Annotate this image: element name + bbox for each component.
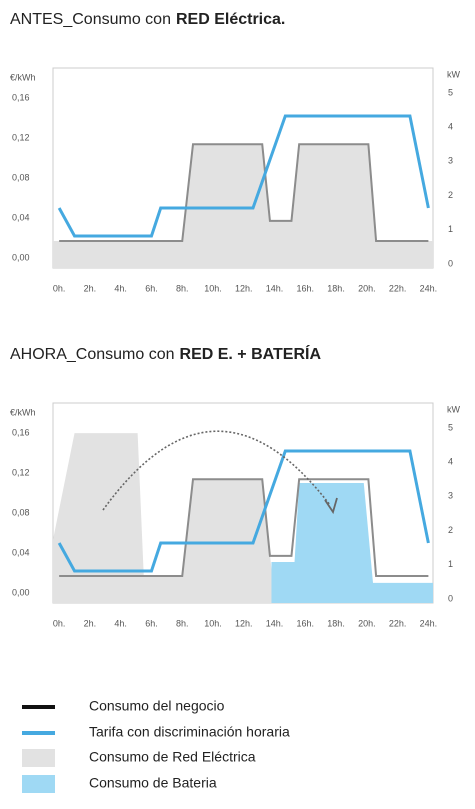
y-tick-label: 0,12 — [12, 132, 30, 142]
line — [57, 114, 430, 238]
arrow — [102, 430, 338, 515]
y2-tick-label: 3 — [448, 156, 453, 166]
x-tick-label: 4h. — [114, 283, 127, 293]
x-tick-label: 12h. — [235, 618, 253, 628]
y2-tick-label: 0 — [448, 593, 453, 603]
y2-tick-label: 4 — [448, 457, 453, 467]
y2-tick-label: 5 — [448, 422, 453, 432]
x-tick-label: 6h. — [145, 283, 158, 293]
x-tick-label: 14h. — [266, 618, 284, 628]
x-tick-label: 16h. — [297, 283, 315, 293]
title-part: AHORA_Consumo con — [10, 346, 175, 363]
chart-title: AHORA_Consumo con RED E. + BATERÍA — [10, 344, 321, 363]
y2-tick-label: 1 — [448, 559, 453, 569]
x-tick-label: 2h. — [84, 283, 97, 293]
legend-label: Consumo de Red Eléctrica — [89, 749, 256, 765]
x-tick-label: 18h. — [327, 618, 345, 628]
area — [271, 483, 433, 603]
x-tick-label: 10h. — [204, 283, 222, 293]
legend-swatch — [22, 775, 55, 793]
y2-tick-label: 1 — [448, 224, 453, 234]
y2-axis-label: kW — [447, 69, 461, 79]
x-tick-label: 2h. — [84, 618, 97, 628]
x-tick-label: 0h. — [53, 618, 66, 628]
y-tick-label: 0,00 — [12, 587, 30, 597]
legend-label: Consumo de Bateria — [89, 775, 217, 791]
y2-tick-label: 3 — [448, 491, 453, 501]
legend: Consumo del negocio Tarifa con discrimin… — [22, 698, 290, 793]
y-axis-label: €/kWh — [10, 407, 36, 417]
x-tick-label: 12h. — [235, 283, 253, 293]
line — [57, 449, 430, 573]
area — [53, 433, 275, 603]
plot: €/kWh kW 0,00 0,04 0,08 0,12 0,16 0 1 2 3 4 5 0h. 2h. 4… — [10, 402, 461, 628]
x-tick-label: 8h. — [176, 283, 189, 293]
y-tick-label: 0,08 — [12, 172, 30, 182]
x-tick-label: 16h. — [297, 618, 315, 628]
arrow-head — [324, 497, 338, 515]
y2-tick-label: 5 — [448, 87, 453, 97]
line — [59, 478, 429, 577]
legend-swatch — [22, 749, 55, 767]
y-axis-label: €/kWh — [10, 72, 36, 82]
y2-tick-label: 2 — [448, 190, 453, 200]
chart-title: ANTES_Consumo con RED Eléctrica. — [10, 11, 285, 28]
y-tick-label: 0,04 — [12, 547, 30, 557]
y-tick-label: 0,04 — [12, 212, 30, 222]
title-part: ANTES_Consumo con — [10, 11, 171, 28]
x-tick-label: 4h. — [114, 618, 127, 628]
x-tick-label: 22h. — [389, 283, 407, 293]
legend-label: Tarifa con discriminación horaria — [89, 724, 290, 740]
title-bold: RED Eléctrica. — [176, 11, 285, 28]
x-tick-label: 6h. — [145, 618, 158, 628]
y-tick-label: 0,00 — [12, 252, 30, 262]
arrow-curve — [102, 430, 331, 511]
legend-label: Consumo del negocio — [89, 698, 225, 714]
x-tick-label: 20h. — [358, 618, 376, 628]
x-tick-label: 0h. — [53, 283, 66, 293]
y-tick-label: 0,16 — [12, 427, 30, 437]
plot: €/kWh kW 0,00 0,04 0,08 0,12 0,16 0 1 2 3 4 5 0h. 2h. 4… — [10, 67, 461, 293]
x-tick-label: 10h. — [204, 618, 222, 628]
line — [59, 143, 429, 242]
y2-tick-label: 4 — [448, 122, 453, 132]
y-tick-label: 0,08 — [12, 507, 30, 517]
y2-tick-label: 2 — [448, 525, 453, 535]
x-tick-label: 20h. — [358, 283, 376, 293]
x-tick-label: 18h. — [327, 283, 345, 293]
x-tick-label: 22h. — [389, 618, 407, 628]
y-tick-label: 0,12 — [12, 467, 30, 477]
x-tick-label: 24h. — [420, 618, 438, 628]
plots: €/kWh kW 0,00 0,04 0,08 0,12 0,16 0 1 2 3 4 5 0h. 2h. 4… — [10, 67, 461, 628]
y2-axis-label: kW — [447, 404, 461, 414]
title-bold: RED E. + BATERÍA — [180, 344, 322, 363]
x-tick-label: 24h. — [420, 283, 438, 293]
y-tick-label: 0,16 — [12, 92, 30, 102]
y2-tick-label: 0 — [448, 258, 453, 268]
x-tick-label: 14h. — [266, 283, 284, 293]
area — [53, 144, 433, 268]
x-tick-label: 8h. — [176, 618, 189, 628]
